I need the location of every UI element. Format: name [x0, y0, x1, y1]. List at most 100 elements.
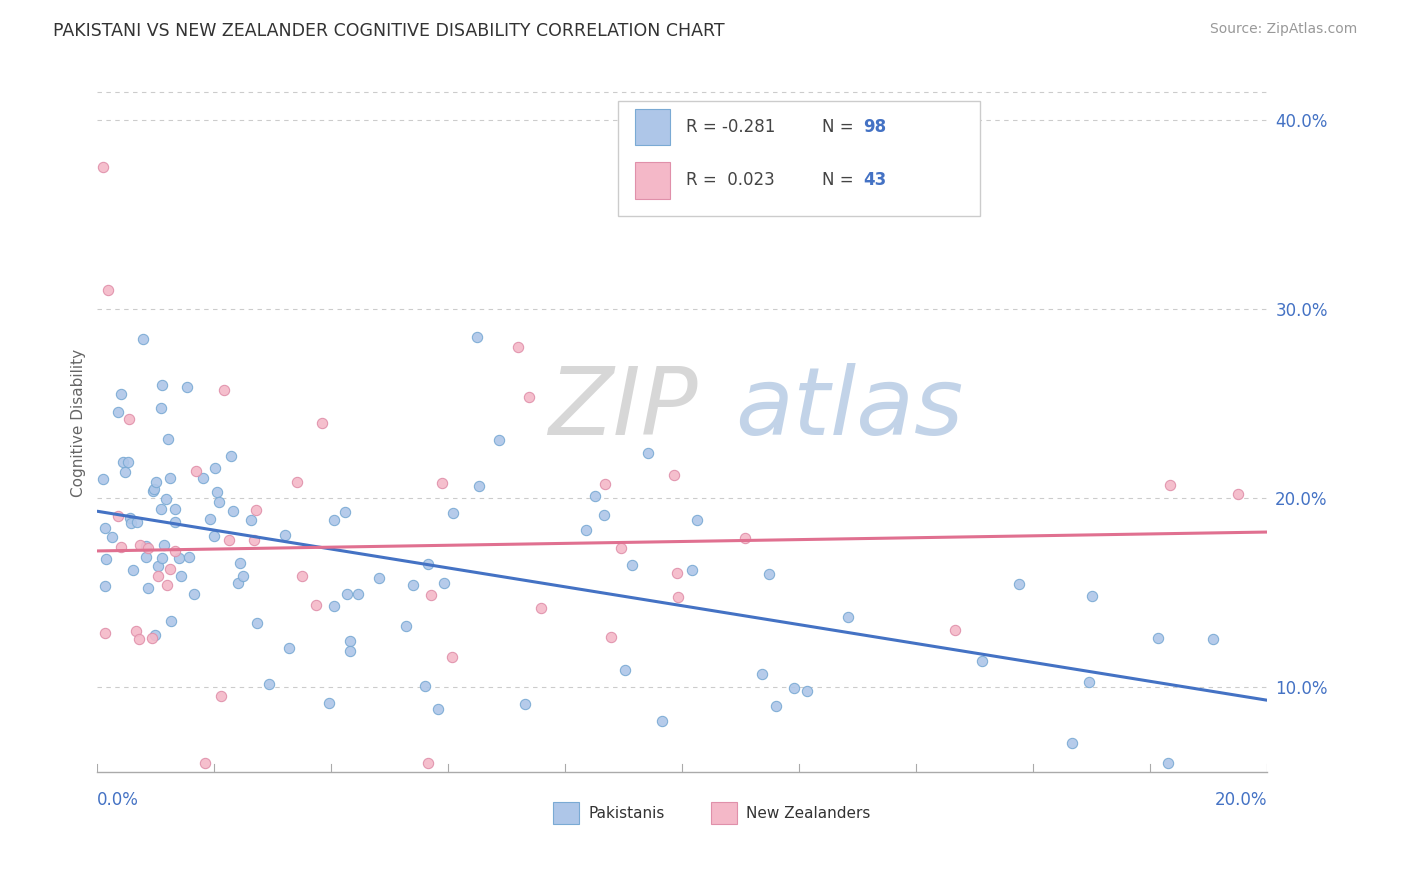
Point: [110, 386, 132, 401]
Point: [394, 619, 416, 633]
Text: atlas: atlas: [735, 363, 963, 454]
Point: [246, 615, 269, 630]
Point: [205, 484, 228, 499]
Point: [209, 689, 232, 703]
Point: [1008, 577, 1031, 591]
Point: [610, 541, 633, 555]
Point: [135, 549, 157, 564]
Point: [339, 644, 361, 658]
Point: [245, 503, 267, 517]
Point: [152, 538, 174, 552]
Point: [122, 564, 145, 578]
Text: R =  0.023: R = 0.023: [686, 171, 775, 189]
Point: [651, 714, 673, 729]
Point: [468, 479, 491, 493]
Point: [120, 510, 142, 524]
Point: [157, 432, 180, 446]
Point: [508, 340, 530, 354]
Point: [305, 598, 328, 612]
Point: [1146, 631, 1168, 645]
Point: [1159, 478, 1181, 492]
Point: [232, 569, 254, 583]
Point: [441, 507, 464, 521]
Point: [943, 623, 966, 637]
Point: [257, 677, 280, 691]
Point: [170, 569, 193, 583]
Point: [273, 527, 295, 541]
Point: [91, 472, 114, 486]
Text: 20.0%: 20.0%: [1215, 791, 1267, 809]
Point: [311, 416, 333, 430]
Point: [198, 512, 221, 526]
Text: Source: ZipAtlas.com: Source: ZipAtlas.com: [1209, 22, 1357, 37]
Point: [1077, 674, 1099, 689]
Point: [184, 463, 207, 477]
Point: [145, 475, 167, 490]
Text: ZIP: ZIP: [547, 363, 697, 454]
Point: [467, 330, 489, 344]
Point: [837, 610, 859, 624]
Point: [242, 533, 264, 548]
Point: [416, 557, 439, 571]
Point: [212, 384, 235, 398]
Point: [155, 491, 177, 506]
Point: [765, 698, 787, 713]
Point: [94, 552, 117, 566]
Point: [440, 650, 463, 665]
Point: [93, 579, 115, 593]
Point: [125, 515, 148, 529]
Point: [177, 549, 200, 564]
FancyBboxPatch shape: [636, 162, 671, 199]
Point: [218, 533, 240, 547]
Point: [165, 544, 187, 558]
Text: New Zealanders: New Zealanders: [747, 805, 870, 821]
Point: [323, 599, 346, 613]
Text: 43: 43: [863, 171, 887, 189]
Point: [1081, 589, 1104, 603]
Point: [150, 378, 173, 392]
Point: [97, 283, 120, 297]
FancyBboxPatch shape: [617, 101, 980, 216]
Point: [118, 412, 141, 426]
Point: [159, 471, 181, 485]
Point: [318, 697, 340, 711]
Point: [128, 632, 150, 646]
Point: [193, 471, 215, 485]
Text: N =: N =: [823, 171, 859, 189]
Point: [219, 450, 242, 464]
Point: [91, 161, 114, 175]
Point: [418, 756, 440, 770]
Point: [530, 601, 553, 615]
Point: [430, 475, 453, 490]
Point: [614, 663, 637, 677]
Point: [146, 559, 169, 574]
Point: [101, 531, 124, 545]
Point: [136, 541, 159, 556]
Point: [159, 614, 181, 628]
Point: [433, 575, 456, 590]
Point: [368, 572, 391, 586]
Point: [1202, 632, 1225, 646]
Text: R = -0.281: R = -0.281: [686, 118, 775, 136]
Point: [339, 634, 361, 648]
Point: [167, 551, 190, 566]
Point: [1157, 756, 1180, 770]
Point: [204, 461, 226, 475]
Point: [970, 654, 993, 668]
Point: [336, 587, 359, 601]
Point: [513, 697, 536, 711]
Point: [666, 590, 689, 604]
Point: [621, 558, 644, 572]
Point: [402, 577, 425, 591]
Point: [420, 588, 443, 602]
Point: [637, 445, 659, 459]
Point: [149, 401, 172, 416]
Point: [575, 523, 598, 537]
Point: [117, 455, 139, 469]
Point: [665, 566, 688, 580]
Point: [142, 483, 165, 498]
Point: [120, 516, 142, 530]
Text: Pakistanis: Pakistanis: [589, 805, 665, 821]
Point: [183, 587, 205, 601]
Point: [111, 455, 134, 469]
